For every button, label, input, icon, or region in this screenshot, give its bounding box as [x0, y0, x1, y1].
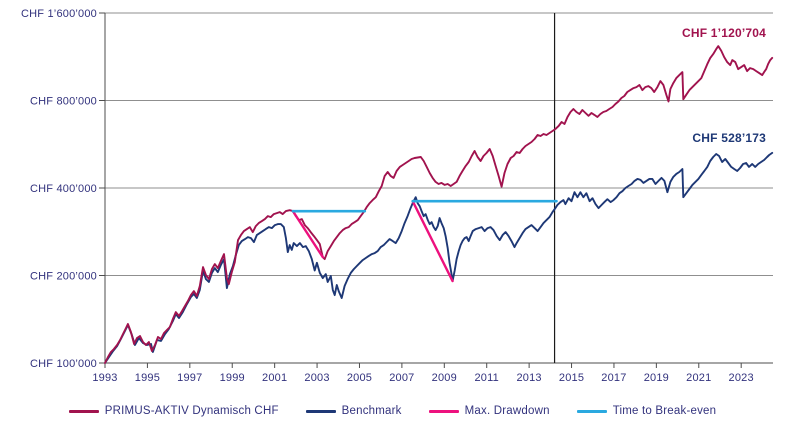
legend-item-benchmark: Benchmark [305, 405, 402, 417]
x-tick-label: 2021 [686, 372, 711, 384]
legend-label-primus: PRIMUS-AKTIV Dynamisch CHF [104, 405, 279, 417]
x-tick-label: 2005 [347, 372, 372, 384]
legend-label-max-drawdown: Max. Drawdown [464, 405, 550, 417]
x-tick-label: 2017 [601, 372, 626, 384]
x-tick-label: 1999 [220, 372, 245, 384]
y-tick-label: CHF 1’600’000 [21, 8, 97, 20]
series-line-benchmark [104, 151, 774, 364]
primus-end-value-label: CHF 1’120’704 [682, 26, 766, 40]
x-tick-label: 2019 [644, 372, 669, 384]
x-tick-label: 2011 [474, 372, 498, 384]
max-drawdown-line [291, 209, 324, 259]
y-tick-label: CHF 100’000 [30, 358, 97, 370]
series-line-primus [104, 45, 774, 364]
x-tick-label: 2013 [516, 372, 541, 384]
legend-label-break-even: Time to Break-even [612, 405, 717, 417]
x-tick-label: 2023 [729, 372, 754, 384]
legend-label-benchmark: Benchmark [341, 405, 402, 417]
y-tick-label: CHF 800’000 [30, 96, 97, 108]
y-tick-label: CHF 400’000 [30, 183, 97, 195]
x-tick-label: 2007 [389, 372, 414, 384]
max-drawdown-line-swatch [428, 409, 459, 413]
chart-legend: PRIMUS-AKTIV Dynamisch CHF Benchmark Max… [0, 399, 785, 423]
legend-item-max-drawdown: Max. Drawdown [428, 405, 550, 417]
y-tick-label: CHF 200’000 [30, 271, 97, 283]
x-tick-label: 2001 [262, 372, 287, 384]
max-drawdown-line [411, 199, 454, 283]
benchmark-line-swatch [305, 409, 336, 413]
x-tick-label: 2009 [432, 372, 457, 384]
break-even-line-swatch [576, 409, 607, 413]
x-tick-label: 1993 [92, 372, 117, 384]
chart-canvas: CHF 1’600’000 CHF 800’000 CHF 400’000 CHF 2… [21, 8, 774, 384]
x-tick-label: 1997 [177, 372, 202, 384]
x-tick-label: 2003 [304, 372, 329, 384]
x-tick-label: 1995 [135, 372, 160, 384]
benchmark-end-value-label: CHF 528’173 [692, 131, 766, 145]
primus-line-swatch [68, 409, 99, 413]
legend-item-primus: PRIMUS-AKTIV Dynamisch CHF [68, 405, 279, 417]
x-tick-label: 2015 [559, 372, 584, 384]
legend-item-break-even: Time to Break-even [576, 405, 717, 417]
